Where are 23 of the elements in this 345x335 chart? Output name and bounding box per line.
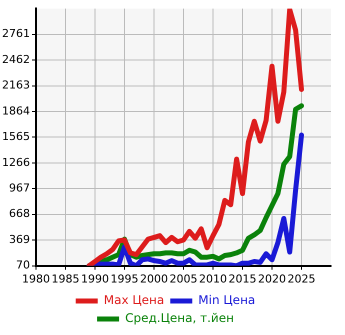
x-tick-label: 1985	[51, 272, 80, 286]
x-tick-label: 2005	[169, 272, 198, 286]
y-tick-label: 1565	[2, 130, 30, 144]
y-tick-label: 1266	[2, 156, 30, 169]
legend-label: Max Цена	[104, 293, 164, 308]
x-tick-label: 1980	[22, 272, 50, 286]
legend-label: Сред.Цена, т.йен	[125, 311, 234, 326]
y-tick-label: 369	[8, 232, 30, 246]
x-tick-label: 2000	[140, 272, 168, 286]
y-tick-label: 70	[16, 258, 30, 272]
x-tick-label: 2015	[228, 272, 256, 286]
y-tick-label: 668	[8, 207, 30, 220]
y-tick-label: 2163	[2, 78, 30, 92]
x-tick-label: 2010	[199, 272, 227, 286]
x-tick-label: 2025	[288, 272, 316, 286]
y-tick-label: 2761	[2, 27, 30, 40]
y-tick-label: 1864	[2, 104, 30, 118]
x-tick-label: 1995	[110, 272, 138, 286]
y-tick-label: 2462	[2, 52, 30, 66]
y-tick-label: 967	[8, 182, 30, 194]
x-tick-label: 2020	[258, 272, 286, 286]
legend-label: Min Цена	[198, 293, 256, 308]
x-tick-label: 1990	[80, 272, 109, 286]
